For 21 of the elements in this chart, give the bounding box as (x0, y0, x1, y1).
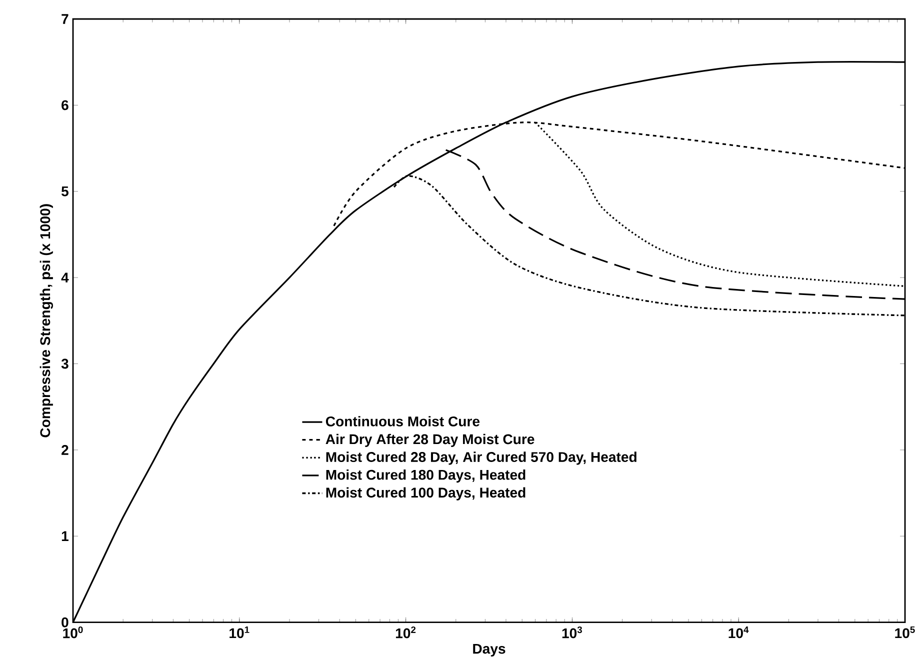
legend-label: Moist Cured 28 Day, Air Cured 570 Day, Heated (326, 452, 636, 465)
y-tick-label: 1 (62, 531, 68, 541)
x-tick-label: 10$^{2}$ (396, 626, 416, 638)
x-tick-label: 10$^{4}$ (728, 626, 749, 638)
x-tick-label: 10$^{3}$ (562, 626, 582, 638)
legend-label: Moist Cured 100 Days, Heated (326, 487, 526, 500)
legend-label: Continuous Moist Cure (326, 416, 480, 426)
y-tick-label: 6 (62, 100, 68, 110)
legend-label: Moist Cured 180 Days, Heated (326, 469, 526, 483)
x-tick-label: 10$^{0}$ (63, 626, 83, 638)
legend-label: Air Dry After 28 Day Moist Cure (326, 434, 534, 447)
x-tick-label: 10$^{5}$ (895, 626, 915, 638)
x-tick-label: 10$^{1}$ (230, 626, 250, 638)
y-tick-label: 2 (62, 445, 68, 455)
y-tick-label: 4 (61, 272, 69, 282)
y-tick-label: 3 (61, 358, 68, 369)
y-tick-label: 5 (61, 186, 68, 196)
y-tick-label: 7 (62, 14, 68, 24)
x-axis-title: Days (473, 644, 506, 657)
y-tick-label: 0 (62, 617, 68, 628)
y-axis-title: Compressive Strength, psi (x 1000) (40, 204, 54, 438)
